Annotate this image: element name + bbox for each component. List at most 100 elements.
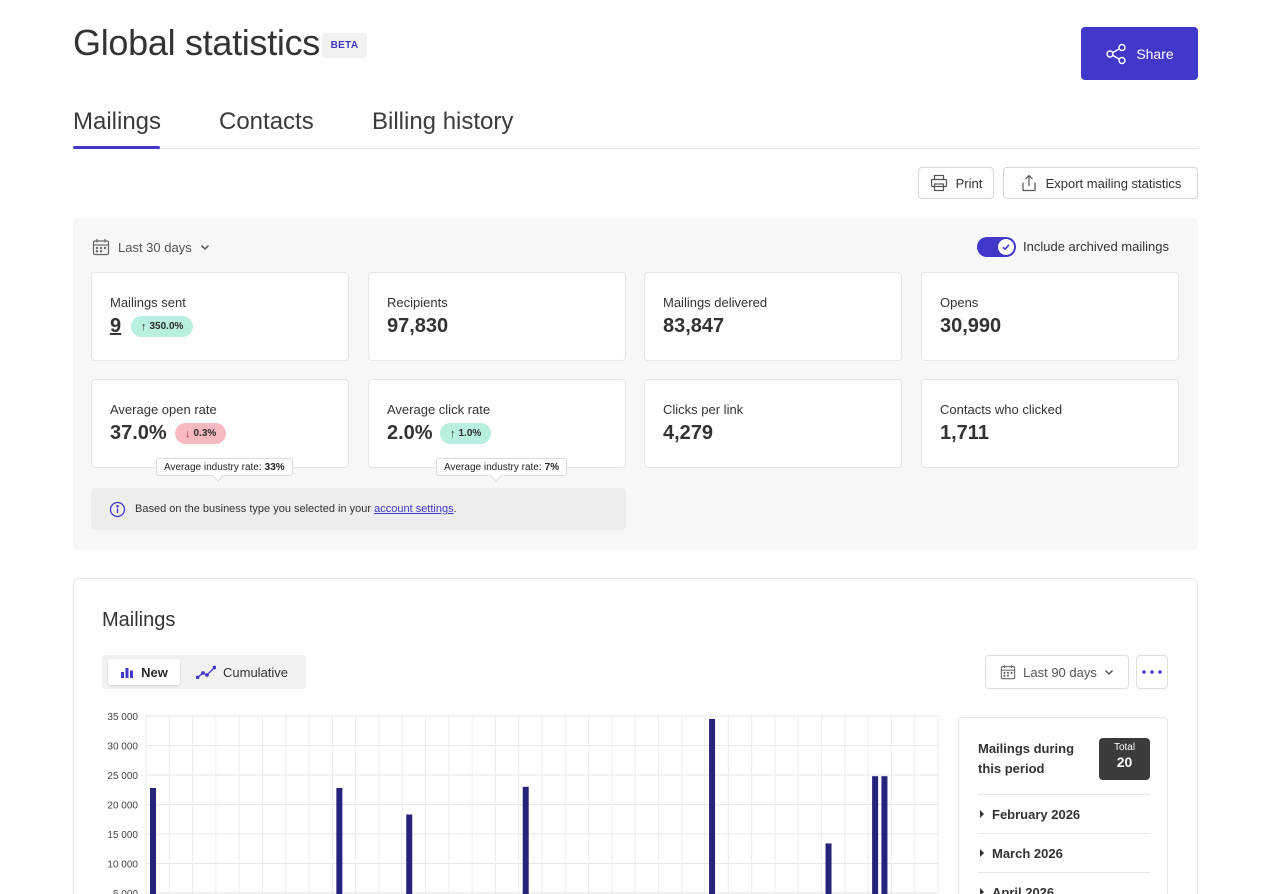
- chart-bar[interactable]: [825, 843, 832, 894]
- calendar-icon: [1000, 664, 1016, 680]
- check-icon: [1002, 244, 1010, 251]
- y-tick-label: 20 000: [107, 801, 138, 812]
- change-value: 350.0%: [149, 321, 184, 332]
- tooltip-label: Average industry rate:: [164, 461, 262, 473]
- period-select[interactable]: Last 30 days: [92, 236, 210, 258]
- chart-bar[interactable]: [150, 787, 156, 894]
- card-value: 37.0%: [110, 422, 167, 444]
- chart-bar[interactable]: [522, 786, 529, 894]
- card-label: Recipients: [387, 295, 448, 310]
- card-label: Clicks per link: [663, 402, 744, 417]
- view-cumulative-button[interactable]: Cumulative: [196, 659, 288, 685]
- card-value: 1,711: [940, 422, 989, 444]
- card-value: 97,830: [387, 315, 449, 337]
- line-chart-icon: [196, 665, 216, 679]
- chevron-down-icon: [1104, 669, 1113, 676]
- view-new-button[interactable]: New: [108, 659, 180, 685]
- range-select[interactable]: Last 90 days: [985, 655, 1129, 689]
- chart-grid: [145, 715, 939, 894]
- industry-rate-tooltip-click: Average industry rate: 7%: [436, 458, 568, 476]
- info-icon: [109, 501, 126, 517]
- archived-toggle[interactable]: [977, 237, 1016, 257]
- stat-card-clicks-per-link: Clicks per link 4,279: [644, 379, 902, 468]
- tab-mailings[interactable]: Mailings: [73, 108, 162, 135]
- arrow-up-icon: ↑: [450, 427, 456, 440]
- chevron-down-icon: [200, 244, 209, 251]
- printer-icon: [930, 174, 947, 192]
- mailings-summary-panel: Mailings during this period Total 20 Feb…: [958, 717, 1168, 894]
- month-row-march[interactable]: March 2026: [978, 833, 1150, 872]
- total-value: 20: [1116, 754, 1133, 770]
- beta-badge: BETA: [322, 33, 367, 58]
- tooltip-value: 33%: [264, 461, 285, 473]
- change-value: 1.0%: [458, 428, 482, 439]
- card-label: Mailings delivered: [663, 295, 768, 310]
- view-new-label: New: [141, 664, 168, 680]
- chart-title: Mailings: [102, 609, 176, 631]
- card-label: Contacts who clicked: [940, 402, 1063, 417]
- change-value: 0.3%: [193, 428, 217, 439]
- share-label: Share: [1136, 45, 1174, 62]
- more-options-button[interactable]: [1136, 655, 1168, 689]
- export-button[interactable]: Export mailing statistics: [1003, 167, 1198, 199]
- arrow-down-icon: ↓: [185, 427, 191, 440]
- tooltip-label: Average industry rate:: [444, 461, 542, 473]
- account-settings-link[interactable]: account settings: [374, 503, 454, 515]
- y-tick-label: 30 000: [107, 742, 138, 753]
- archived-label: Include archived mailings: [1023, 239, 1169, 254]
- tabs-divider: [73, 148, 1198, 149]
- info-message: Based on the business type you selected …: [135, 503, 372, 515]
- y-axis-ticks: 35 000 30 000 25 000 20 000 15 000 10 000 5 00…: [107, 712, 138, 894]
- y-tick-label: 25 000: [107, 771, 138, 782]
- chart-bar[interactable]: [336, 787, 343, 894]
- stat-card-average-open-rate: Average open rate 37.0% ↓ 0.3%: [91, 379, 349, 468]
- stat-card-average-click-rate: Average click rate 2.0% ↑ 1.0%: [368, 379, 626, 468]
- tooltip-value: 7%: [544, 461, 560, 473]
- summary-title: Mailings during this period: [978, 741, 1075, 776]
- month-label: April 2026: [992, 884, 1055, 894]
- card-value: 83,847: [663, 315, 725, 337]
- month-row-april[interactable]: April 2026: [978, 872, 1150, 894]
- card-label: Average open rate: [110, 402, 217, 417]
- chart-bars: [150, 718, 888, 894]
- arrow-up-icon: ↑: [141, 320, 147, 333]
- page-title: Global statistics: [73, 22, 320, 63]
- month-label: February 2026: [992, 806, 1081, 822]
- period-label: Last 30 days: [118, 239, 192, 255]
- card-label: Opens: [940, 295, 979, 310]
- change-chip: ↓ 0.3%: [175, 423, 227, 444]
- print-button[interactable]: Print: [918, 167, 994, 199]
- caret-right-icon: [980, 810, 984, 818]
- card-label: Average click rate: [387, 402, 491, 417]
- caret-right-icon: [980, 849, 984, 857]
- chart-bar[interactable]: [709, 718, 716, 894]
- y-tick-label: 5 000: [113, 889, 138, 894]
- chart-view-toggle: New Cumulative: [102, 655, 306, 689]
- total-label: Total: [1113, 742, 1136, 753]
- chart-bar[interactable]: [881, 776, 888, 894]
- chart-bar[interactable]: [872, 776, 879, 894]
- card-label: Mailings sent: [110, 295, 186, 310]
- month-label: March 2026: [992, 845, 1063, 861]
- share-icon: [1106, 43, 1127, 64]
- tab-contacts[interactable]: Contacts: [219, 108, 314, 135]
- card-value: 30,990: [940, 315, 1002, 337]
- print-label: Print: [955, 175, 983, 191]
- export-label: Export mailing statistics: [1045, 175, 1182, 191]
- y-tick-label: 15 000: [107, 830, 138, 841]
- range-label: Last 90 days: [1023, 664, 1097, 680]
- change-chip: ↑ 350.0%: [131, 316, 194, 337]
- calendar-icon: [92, 239, 110, 256]
- share-button[interactable]: Share: [1081, 27, 1198, 80]
- tab-billing-history[interactable]: Billing history: [372, 108, 514, 135]
- card-value: 4,279: [663, 422, 714, 444]
- stat-card-mailings-delivered: Mailings delivered 83,847: [644, 272, 902, 361]
- stat-card-contacts-who-clicked: Contacts who clicked 1,711: [921, 379, 1179, 468]
- view-cumulative-label: Cumulative: [223, 664, 289, 680]
- chart-bar[interactable]: [406, 814, 413, 894]
- stat-card-mailings-sent: Mailings sent 9 ↑ 350.0%: [91, 272, 349, 361]
- toggle-knob: [998, 239, 1014, 255]
- month-row-february[interactable]: February 2026: [978, 794, 1150, 833]
- card-value[interactable]: 9: [110, 315, 122, 337]
- active-tab-indicator: [73, 146, 160, 149]
